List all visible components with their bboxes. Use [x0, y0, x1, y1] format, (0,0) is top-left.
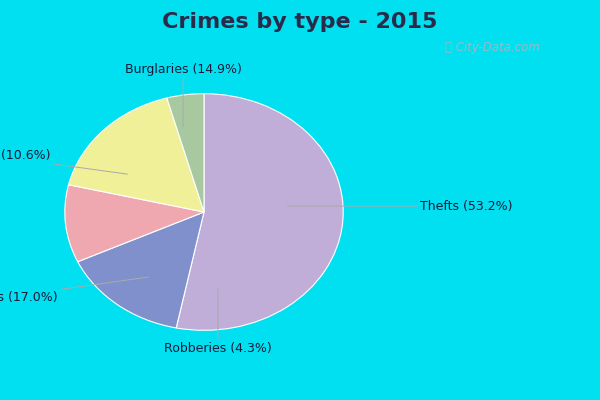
Text: Thefts (53.2%): Thefts (53.2%) [287, 200, 512, 212]
Wedge shape [176, 94, 343, 330]
Wedge shape [65, 185, 204, 262]
Wedge shape [77, 212, 204, 328]
Wedge shape [167, 94, 204, 212]
Wedge shape [68, 98, 204, 212]
Text: Auto thefts (10.6%): Auto thefts (10.6%) [0, 149, 127, 174]
Text: Robberies (4.3%): Robberies (4.3%) [164, 289, 272, 355]
Text: Burglaries (14.9%): Burglaries (14.9%) [125, 63, 242, 127]
Text: ⓘ City-Data.com: ⓘ City-Data.com [445, 42, 539, 54]
Text: Crimes by type - 2015: Crimes by type - 2015 [163, 12, 437, 32]
Text: Assaults (17.0%): Assaults (17.0%) [0, 277, 148, 304]
